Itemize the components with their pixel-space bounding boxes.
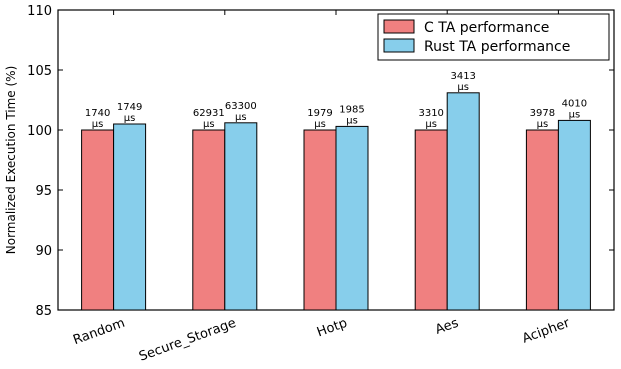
legend: C TA performance Rust TA performance bbox=[377, 13, 610, 61]
x-tick-label: Random bbox=[71, 316, 127, 349]
y-tick-label: 100 bbox=[27, 124, 52, 139]
data-label-value: 4010 bbox=[562, 98, 587, 109]
data-label-value: 3310 bbox=[418, 108, 443, 119]
data-label-value: 1979 bbox=[307, 108, 332, 119]
data-label-unit: μs bbox=[314, 119, 326, 130]
bar-secure-storage-series-0 bbox=[192, 129, 226, 311]
bar-hotp-series-1 bbox=[335, 125, 369, 311]
bar-acipher-series-1 bbox=[557, 119, 591, 311]
data-label-unit: μs bbox=[537, 119, 549, 130]
y-tick-label: 90 bbox=[35, 244, 52, 259]
data-label-unit: μs bbox=[425, 119, 437, 130]
y-tick-label: 85 bbox=[35, 304, 52, 319]
x-tick-label: Hotp bbox=[315, 316, 349, 341]
data-label-unit: μs bbox=[124, 113, 136, 124]
x-tick-label: Secure_Storage bbox=[137, 316, 238, 365]
bar-hotp-series-0 bbox=[303, 129, 337, 311]
data-label-value: 3413 bbox=[450, 71, 475, 82]
data-label-value: 3978 bbox=[530, 108, 555, 119]
x-tick-label: Aes bbox=[433, 316, 460, 338]
bar-aes-series-1 bbox=[446, 92, 480, 311]
data-label-unit: μs bbox=[569, 109, 581, 120]
bar-secure-storage-series-1 bbox=[224, 122, 258, 311]
data-label-value: 1749 bbox=[117, 102, 142, 113]
y-tick-label: 95 bbox=[35, 184, 52, 199]
y-tick-label: 105 bbox=[27, 64, 52, 79]
x-tick-labels: Random Secure_Storage Hotp Aes Acipher bbox=[71, 315, 572, 364]
legend-frame bbox=[377, 13, 610, 61]
data-label-unit: μs bbox=[203, 119, 215, 130]
data-label-value: 63300 bbox=[225, 101, 257, 112]
legend-label: C TA performance bbox=[424, 20, 549, 36]
data-label-unit: μs bbox=[235, 112, 247, 123]
data-label-value: 1740 bbox=[85, 108, 110, 119]
axis-ticks: 85 90 95 100 105 110 bbox=[27, 4, 614, 319]
x-tick-label: Acipher bbox=[520, 315, 572, 346]
data-label-value: 62931 bbox=[193, 108, 225, 119]
bars-group bbox=[81, 92, 591, 311]
y-axis-label: Normalized Execution Time (%) bbox=[4, 66, 18, 255]
bar-acipher-series-0 bbox=[525, 129, 559, 311]
bar-random-series-0 bbox=[81, 129, 115, 311]
data-label-unit: μs bbox=[92, 119, 104, 130]
data-label-value: 1985 bbox=[339, 104, 364, 115]
legend-label: Rust TA performance bbox=[424, 39, 570, 55]
bar-random-series-1 bbox=[113, 123, 147, 311]
data-label-unit: μs bbox=[346, 115, 358, 126]
legend-swatch bbox=[383, 38, 415, 53]
legend-swatch bbox=[383, 19, 415, 34]
y-tick-label: 110 bbox=[27, 4, 52, 19]
data-label-unit: μs bbox=[457, 82, 469, 93]
bar-aes-series-0 bbox=[414, 129, 448, 311]
